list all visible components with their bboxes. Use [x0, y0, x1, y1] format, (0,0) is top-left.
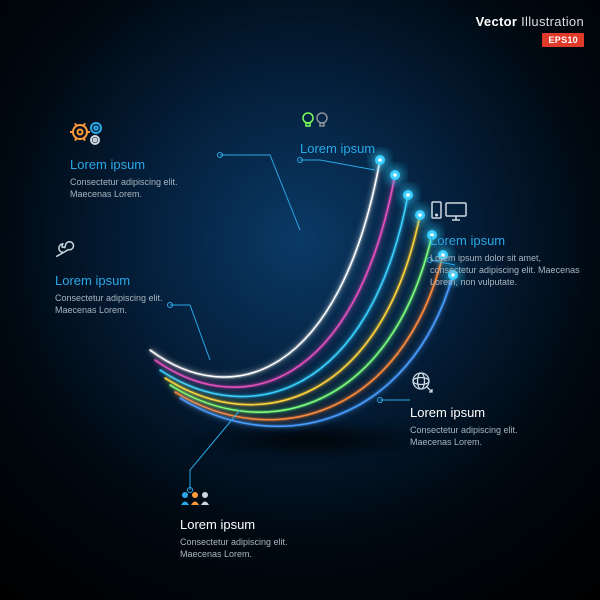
header-title-thin: Illustration: [521, 14, 584, 29]
callout-title: Lorem ipsum: [180, 517, 330, 532]
callout-gears: Lorem ipsum Consectetur adipiscing elit.…: [70, 120, 220, 200]
callout-title: Lorem ipsum: [410, 405, 560, 420]
callout-title: Lorem ipsum: [55, 273, 195, 288]
header-title-bold: Vector: [476, 14, 518, 29]
callout-computer: Lorem ipsum Lorem ipsum dolor sit amet, …: [430, 200, 580, 288]
eps-badge: EPS10: [542, 33, 584, 47]
header: Vector Illustration EPS10: [476, 14, 584, 48]
callout-body: Consectetur adipiscing elit. Maecenas Lo…: [70, 176, 220, 200]
people-icon-slot: [180, 490, 330, 511]
callout-title: Lorem ipsum: [430, 233, 580, 248]
computer-icon: [430, 200, 470, 222]
callout-body: Lorem ipsum dolor sit amet, consectetur …: [430, 252, 580, 288]
bulbs-icon-slot: [300, 110, 430, 135]
header-title: Vector Illustration: [476, 14, 584, 29]
callout-title: Lorem ipsum: [300, 141, 430, 156]
fiber-shadow: [180, 420, 440, 460]
people-icon: [180, 490, 210, 506]
callout-bulbs: Lorem ipsum: [300, 110, 430, 160]
infographic-canvas: Vector Illustration EPS10: [0, 0, 600, 600]
callout-globe: Lorem ipsum Consectetur adipiscing elit.…: [410, 370, 560, 448]
globe-icon-slot: [410, 370, 560, 399]
callout-wrench: Lorem ipsum Consectetur adipiscing elit.…: [55, 240, 195, 316]
gears-icon: [70, 120, 106, 146]
callout-title: Lorem ipsum: [70, 157, 220, 172]
callout-body: Consectetur adipiscing elit. Maecenas Lo…: [180, 536, 330, 560]
wrench-icon: [55, 240, 77, 262]
callout-body: Consectetur adipiscing elit. Maecenas Lo…: [55, 292, 195, 316]
wrench-icon-slot: [55, 240, 195, 267]
globe-icon: [410, 370, 434, 394]
callout-people: Lorem ipsum Consectetur adipiscing elit.…: [180, 490, 330, 560]
gears-icon-slot: [70, 120, 220, 151]
computer-icon-slot: [430, 200, 580, 227]
callout-body: Consectetur adipiscing elit. Maecenas Lo…: [410, 424, 560, 448]
bulbs-icon: [300, 110, 330, 130]
